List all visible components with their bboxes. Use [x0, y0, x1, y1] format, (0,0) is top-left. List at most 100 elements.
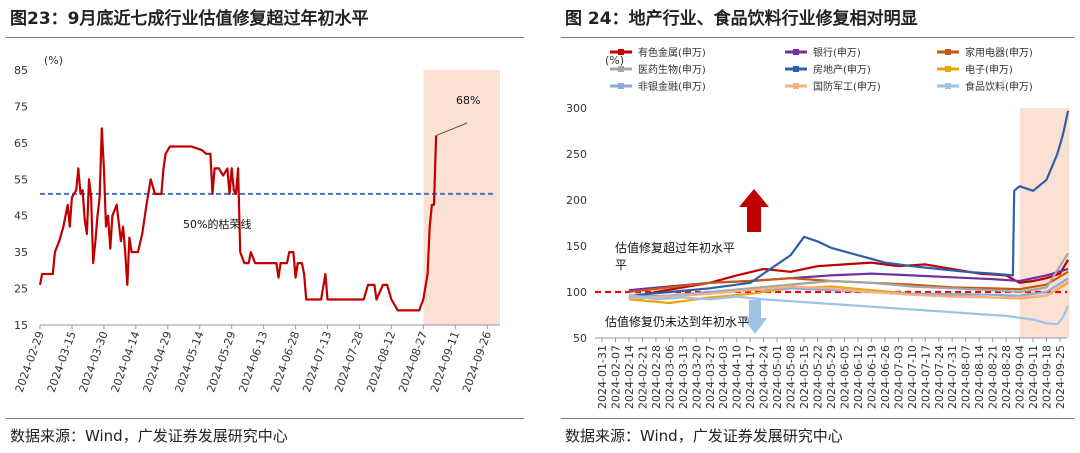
- x-tick-label: 2024-09-04: [1014, 345, 1027, 409]
- annotation-reference-label: 50%的枯荣线: [183, 217, 251, 231]
- right-source-rule: [561, 418, 1074, 419]
- annotation-above-start: 估值修复超过年初水平: [615, 240, 735, 255]
- legend-marker: [793, 83, 799, 89]
- x-tick-label: 2024-06-12: [852, 345, 865, 409]
- left-title-rule: [6, 37, 524, 38]
- legend-label: 医药生物(申万): [638, 63, 706, 76]
- arrow-up-icon: [739, 189, 769, 232]
- right-chart-panel: 图 24：地产行业、食品饮料行业修复相对明显 50 100 150 200 250 300…: [555, 0, 1080, 453]
- right-title-rule: [561, 37, 1074, 38]
- arrow-down-icon: [743, 300, 767, 334]
- x-tick-label: 2024-08-27: [396, 330, 430, 395]
- series-line-8: [628, 280, 1069, 300]
- y-tick-label: 100: [566, 286, 587, 299]
- x-tick-label: 2024-02-14: [623, 345, 636, 409]
- x-tick-label: 2024-09-11: [1027, 345, 1040, 409]
- y-tick-label: 25: [14, 283, 28, 296]
- x-tick-label: 2024-04-14: [109, 330, 143, 395]
- x-tick-label: 2024-05-29: [204, 330, 238, 395]
- y-tick-label: 200: [566, 194, 587, 207]
- x-tick-label: 2024-09-11: [428, 330, 462, 395]
- x-tick-label: 2024-04-03: [717, 345, 730, 409]
- right-source-note: 数据来源：Wind，广发证券发展研究中心: [565, 427, 843, 445]
- x-tick-label: 2024-09-18: [1041, 345, 1054, 409]
- x-tick-label: 2024-05-14: [172, 330, 206, 395]
- y-tick-label: 35: [14, 246, 28, 259]
- series-line-industry-ratio: [38, 127, 438, 312]
- x-tick-label: 2024-09-25: [1054, 345, 1067, 409]
- highlight-band: [1019, 108, 1070, 338]
- legend-label: 非银金融(申万): [638, 80, 706, 93]
- x-tick-label: 2024-07-17: [919, 345, 932, 409]
- legend-label: 电子(申万): [965, 63, 1013, 76]
- annotation-68pct: 68%: [456, 94, 480, 107]
- x-tick-label: 2024-04-10: [731, 345, 744, 409]
- highlight-band: [423, 70, 500, 325]
- y-unit-label: (%): [44, 54, 63, 67]
- left-chart-title: 图23：9月底近七成行业估值修复超过年初水平: [10, 9, 369, 29]
- x-tick-label: 2024-03-06: [663, 345, 676, 409]
- x-tick-label: 2024-07-28: [332, 330, 366, 395]
- y-tick-label: 300: [566, 102, 587, 115]
- x-tick-label: 2024-08-07: [960, 345, 973, 409]
- x-tick-label: 2024-06-05: [838, 345, 851, 409]
- x-tick-label: 2024-05-08: [785, 345, 798, 409]
- left-source-rule: [6, 418, 524, 419]
- x-tick-label: 2024-02-07: [609, 345, 622, 409]
- x-tick-label: 2024-08-12: [364, 330, 398, 395]
- x-tick-label: 2024-06-28: [268, 330, 302, 395]
- y-tick-label: 85: [14, 64, 28, 77]
- legend-marker: [618, 66, 624, 72]
- legend-marker: [945, 66, 951, 72]
- legend-marker: [618, 49, 624, 55]
- y-tick-label: 150: [566, 240, 587, 253]
- x-tick-label: 2024-05-15: [798, 345, 811, 409]
- legend-label: 房地产(申万): [813, 63, 871, 76]
- legend-marker: [793, 66, 799, 72]
- right-chart-title: 图 24：地产行业、食品饮料行业修复相对明显: [565, 9, 918, 29]
- x-tick-label: 2024-07-31: [946, 345, 959, 409]
- x-tick-label: 2024-03-13: [677, 345, 690, 409]
- left-source-note: 数据来源：Wind，广发证券发展研究中心: [10, 427, 288, 445]
- legend-label: 食品饮料(申万): [965, 80, 1033, 93]
- x-tick-label: 2024-07-24: [933, 345, 946, 409]
- x-tick-label: 2024-05-29: [825, 345, 838, 409]
- x-tick-label: 2024-05-01: [771, 345, 784, 409]
- x-tick-label: 2024-01-31: [596, 345, 609, 409]
- legend-label: 国防军工(申万): [813, 80, 881, 93]
- y-unit-label: (%): [605, 54, 624, 67]
- legend-marker: [945, 49, 951, 55]
- x-tick-label: 2024-07-03: [892, 345, 905, 409]
- x-tick-label: 2024-08-14: [973, 345, 986, 409]
- x-tick-label: 2024-03-20: [690, 345, 703, 409]
- x-tick-label: 2024-08-21: [987, 345, 1000, 409]
- annotation-leader-line: [435, 122, 468, 137]
- x-tick-label: 2024-06-26: [879, 345, 892, 409]
- x-tick-label: 2024-04-17: [744, 345, 757, 409]
- x-tick-label: 2024-04-29: [141, 330, 175, 395]
- y-tick-label: 55: [14, 173, 28, 186]
- x-tick-label: 2024-02-29: [13, 330, 47, 395]
- legend-marker: [793, 49, 799, 55]
- x-tick-label: 2024-08-28: [1000, 345, 1013, 409]
- series-line-9: [628, 293, 1070, 326]
- y-tick-label: 65: [14, 137, 28, 150]
- annotation-above-start-cont: 平: [615, 258, 627, 272]
- y-tick-label: 15: [14, 319, 28, 332]
- x-tick-label: 2024-03-30: [77, 330, 111, 395]
- x-tick-label: 2024-07-13: [300, 330, 334, 395]
- left-line-chart: 1525354555657585(%)2024-02-292024-03-152…: [13, 54, 500, 395]
- legend-label: 银行(申万): [813, 46, 861, 59]
- x-tick-label: 2024-03-15: [45, 330, 79, 395]
- legend-label: 有色金属(申万): [638, 46, 706, 59]
- x-tick-label: 2024-04-24: [758, 345, 771, 409]
- y-tick-label: 250: [566, 148, 587, 161]
- x-tick-label: 2024-02-28: [650, 345, 663, 409]
- y-tick-label: 75: [14, 100, 28, 113]
- x-tick-label: 2024-06-19: [865, 345, 878, 409]
- legend-marker: [945, 83, 951, 89]
- left-chart-panel: 图23：9月底近七成行业估值修复超过年初水平 15 25 35 45 55 65 75 85 (…: [0, 0, 530, 453]
- right-line-chart: 50 100 150 200 250 300 (%) 2024-01-31 2024-02-07…: [566, 46, 1070, 409]
- x-tick-label: 2024-07-10: [906, 345, 919, 409]
- x-tick-label: 2024-05-22: [812, 345, 825, 409]
